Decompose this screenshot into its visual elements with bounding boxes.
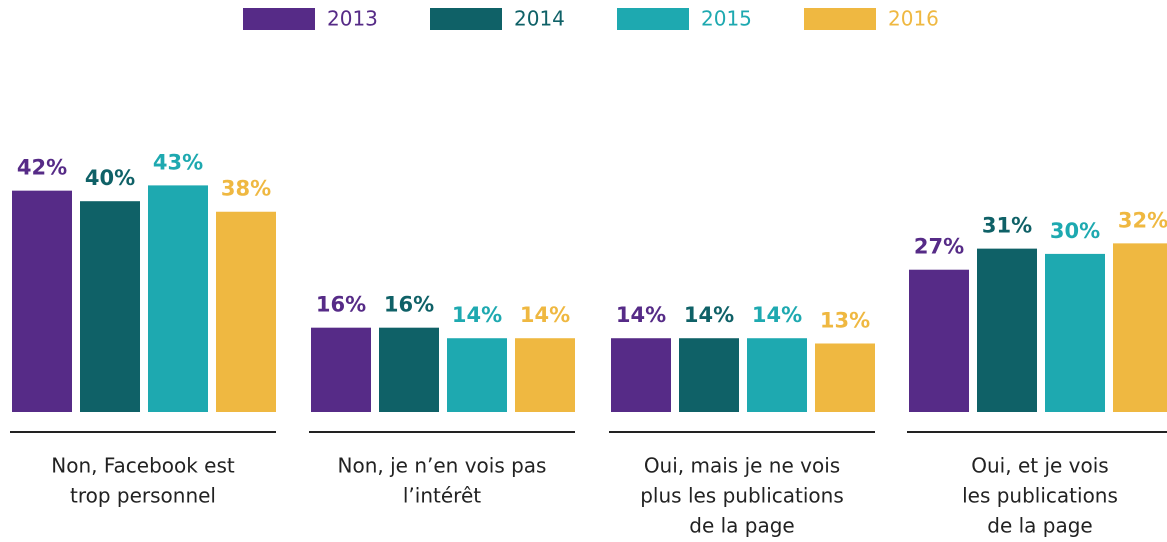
bar	[909, 269, 969, 412]
category-label: l’intérêt	[403, 484, 481, 508]
value-label: 16%	[384, 293, 434, 317]
value-label: 32%	[1118, 208, 1167, 232]
bar	[515, 338, 575, 412]
bar	[611, 338, 671, 412]
legend-swatch	[617, 8, 689, 30]
bar	[311, 327, 371, 412]
legend-label: 2014	[514, 7, 565, 31]
value-label: 38%	[221, 177, 271, 201]
category-label: plus les publications	[640, 484, 844, 508]
bar	[815, 343, 875, 412]
legend-swatch	[243, 8, 315, 30]
value-label: 43%	[153, 150, 203, 174]
bar	[1045, 253, 1105, 412]
value-label: 30%	[1050, 219, 1100, 243]
bar	[447, 338, 507, 412]
value-label: 16%	[316, 293, 366, 317]
value-label: 27%	[914, 235, 964, 259]
category-label: de la page	[987, 514, 1092, 538]
category-label: les publications	[962, 484, 1118, 508]
bar	[1113, 243, 1167, 412]
bar	[12, 190, 72, 412]
category-label: trop personnel	[70, 484, 216, 508]
bar	[679, 338, 739, 412]
value-label: 31%	[982, 214, 1032, 238]
legend-label: 2016	[888, 7, 939, 31]
value-label: 13%	[820, 308, 870, 332]
value-label: 14%	[452, 303, 502, 327]
value-label: 14%	[616, 303, 666, 327]
bar	[80, 201, 140, 412]
value-label: 14%	[520, 303, 570, 327]
category-label: Oui, mais je ne vois	[644, 454, 840, 478]
value-label: 40%	[85, 166, 135, 190]
value-label: 42%	[17, 156, 67, 180]
category-label: Non, je n’en vois pas	[338, 454, 547, 478]
category-label: Non, Facebook est	[51, 454, 235, 478]
value-label: 14%	[684, 303, 734, 327]
bar	[216, 211, 276, 412]
value-label: 14%	[752, 303, 802, 327]
category-label: de la page	[689, 514, 794, 538]
legend-swatch	[430, 8, 502, 30]
category-label: Oui, et je vois	[971, 454, 1108, 478]
legend-label: 2015	[701, 7, 752, 31]
bar	[747, 338, 807, 412]
bar	[977, 248, 1037, 412]
legend-label: 2013	[327, 7, 378, 31]
bar	[148, 185, 208, 412]
legend-swatch	[804, 8, 876, 30]
bar	[379, 327, 439, 412]
